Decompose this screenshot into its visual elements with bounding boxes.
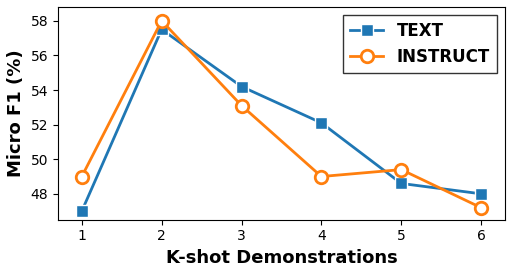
TEXT bbox=[239, 85, 245, 88]
Legend: TEXT, INSTRUCT: TEXT, INSTRUCT bbox=[344, 15, 497, 73]
TEXT bbox=[478, 192, 484, 195]
TEXT bbox=[159, 28, 165, 31]
TEXT bbox=[398, 182, 404, 185]
X-axis label: K-shot Demonstrations: K-shot Demonstrations bbox=[165, 249, 397, 267]
INSTRUCT bbox=[239, 104, 245, 107]
Line: TEXT: TEXT bbox=[76, 23, 487, 217]
INSTRUCT bbox=[159, 19, 165, 22]
INSTRUCT bbox=[79, 175, 85, 178]
INSTRUCT bbox=[398, 168, 404, 171]
INSTRUCT bbox=[478, 206, 484, 209]
TEXT bbox=[79, 210, 85, 213]
Y-axis label: Micro F1 (%): Micro F1 (%) bbox=[7, 50, 25, 177]
INSTRUCT bbox=[318, 175, 325, 178]
Line: INSTRUCT: INSTRUCT bbox=[76, 15, 487, 214]
TEXT bbox=[318, 121, 325, 124]
